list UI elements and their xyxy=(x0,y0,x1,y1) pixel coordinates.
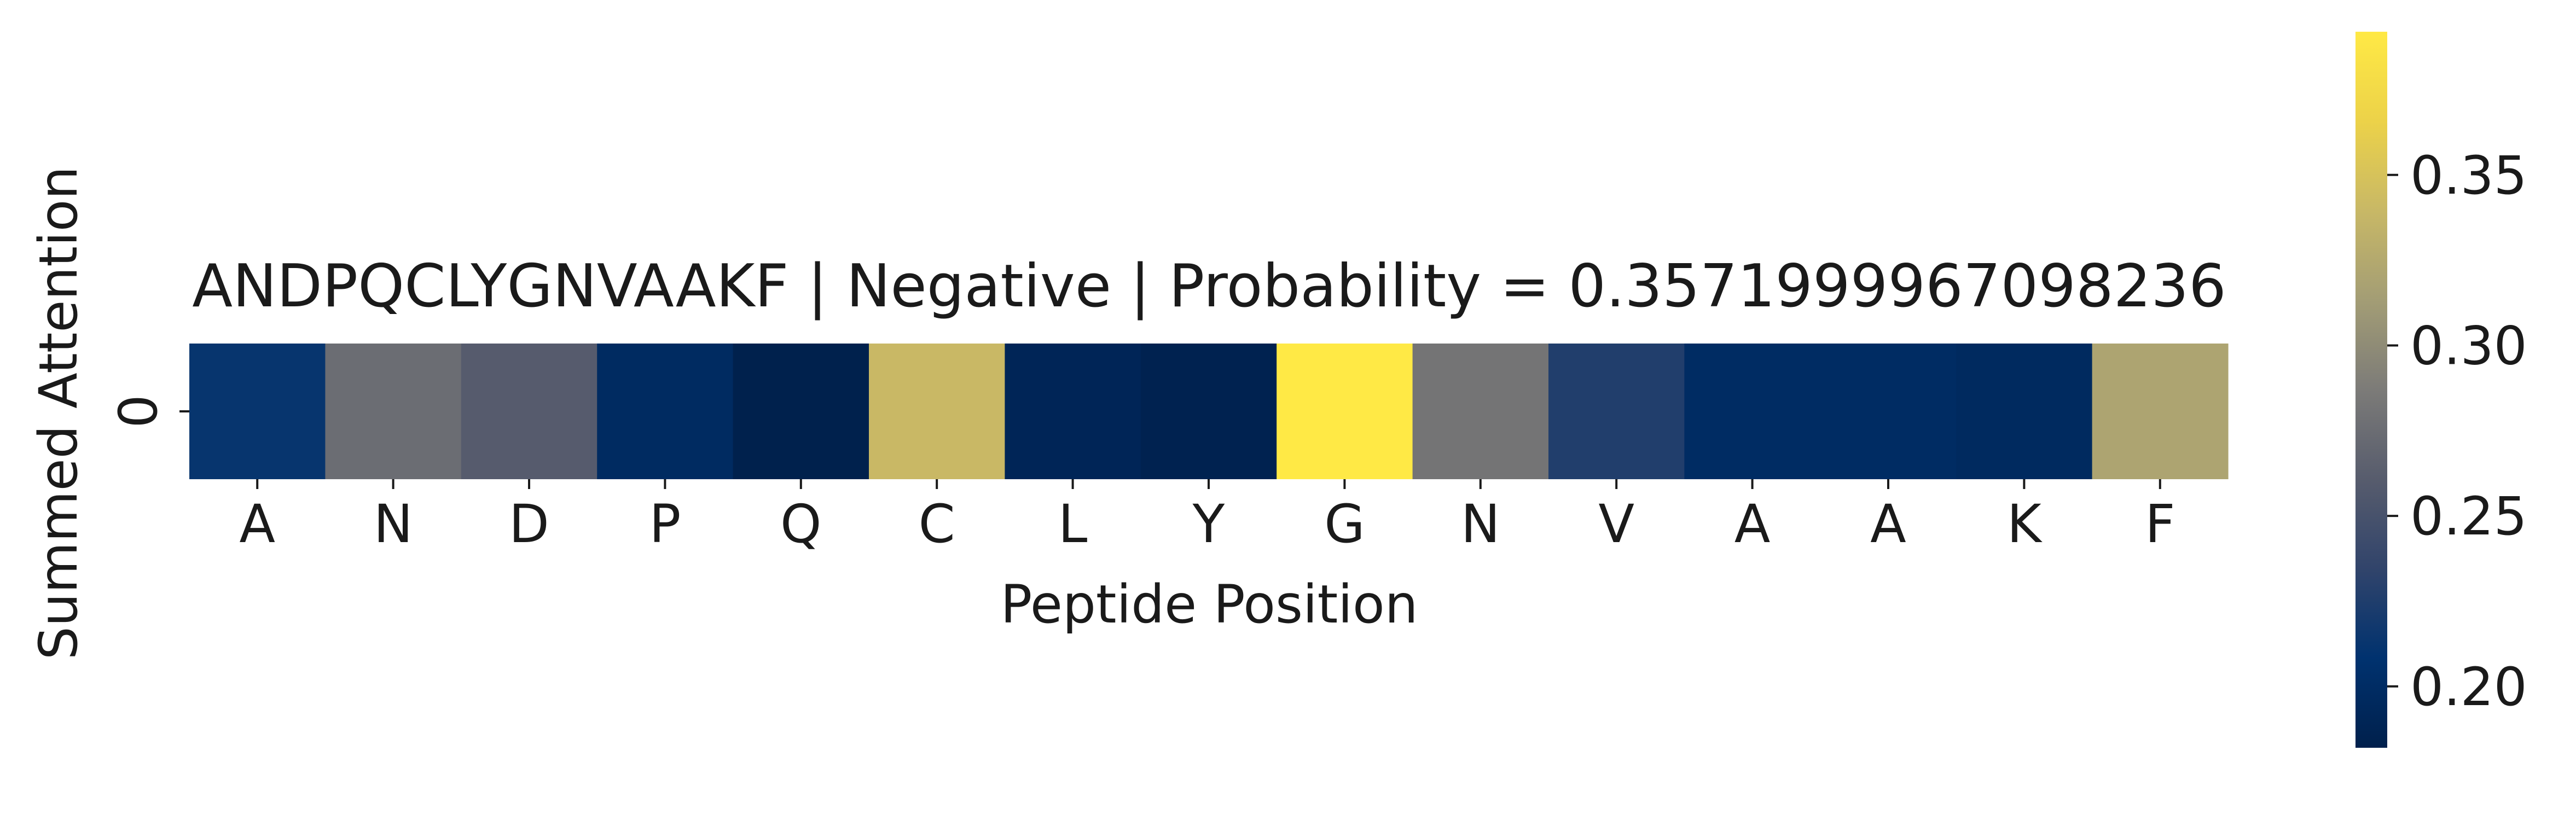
heatmap-cell-0 xyxy=(189,344,326,479)
x-tick-label: V xyxy=(1598,493,1634,555)
chart-title: ANDPQCLYGNVAAKF | Negative | Probability… xyxy=(192,252,2226,321)
x-tick-label: A xyxy=(1870,493,1906,555)
x-tick-label: A xyxy=(239,493,275,555)
heatmap-cell-5 xyxy=(869,344,1005,479)
x-tick-label: Q xyxy=(780,493,822,555)
colorbar-tick-label: 0.25 xyxy=(2410,486,2527,547)
x-tick-label: N xyxy=(374,493,413,555)
heatmap-cell-2 xyxy=(461,344,597,479)
heatmap-cell-13 xyxy=(1956,344,2093,479)
heatmap-cell-14 xyxy=(2092,344,2229,479)
y-tick-label: 0 xyxy=(108,394,169,428)
colorbar-ticks: 0.20 0.25 0.30 0.35 xyxy=(2387,145,2527,718)
colorbar-tick-label: 0.35 xyxy=(2410,145,2527,206)
heatmap-cell-8 xyxy=(1277,344,1413,479)
x-tick-label: N xyxy=(1461,493,1500,555)
y-axis-label: Summed Attention xyxy=(28,166,89,660)
heatmap-cell-1 xyxy=(325,344,462,479)
colorbar xyxy=(2355,32,2387,748)
y-ticks: 0 xyxy=(108,394,189,428)
heatmap-cell-4 xyxy=(733,344,869,479)
heatmap-cells xyxy=(189,344,2229,479)
x-tick-label: P xyxy=(649,493,681,555)
heatmap-cell-9 xyxy=(1412,344,1549,479)
x-tick-label: G xyxy=(1324,493,1365,555)
colorbar-tick-label: 0.20 xyxy=(2410,656,2527,718)
x-tick-label: K xyxy=(2007,493,2043,555)
x-tick-label: F xyxy=(2145,493,2175,555)
colorbar-tick-label: 0.30 xyxy=(2410,315,2527,376)
heatmap-cell-12 xyxy=(1820,344,1957,479)
heatmap-cell-6 xyxy=(1005,344,1141,479)
x-tick-label: C xyxy=(919,493,955,555)
x-axis-label: Peptide Position xyxy=(1000,574,1418,635)
x-tick-label: D xyxy=(509,493,549,555)
heatmap-cell-10 xyxy=(1548,344,1685,479)
heatmap-cell-11 xyxy=(1684,344,1821,479)
x-tick-label: Y xyxy=(1192,493,1225,555)
heatmap-cell-7 xyxy=(1140,344,1277,479)
x-tick-label: L xyxy=(1058,493,1087,555)
heatmap-cell-3 xyxy=(597,344,734,479)
x-tick-label: A xyxy=(1734,493,1771,555)
